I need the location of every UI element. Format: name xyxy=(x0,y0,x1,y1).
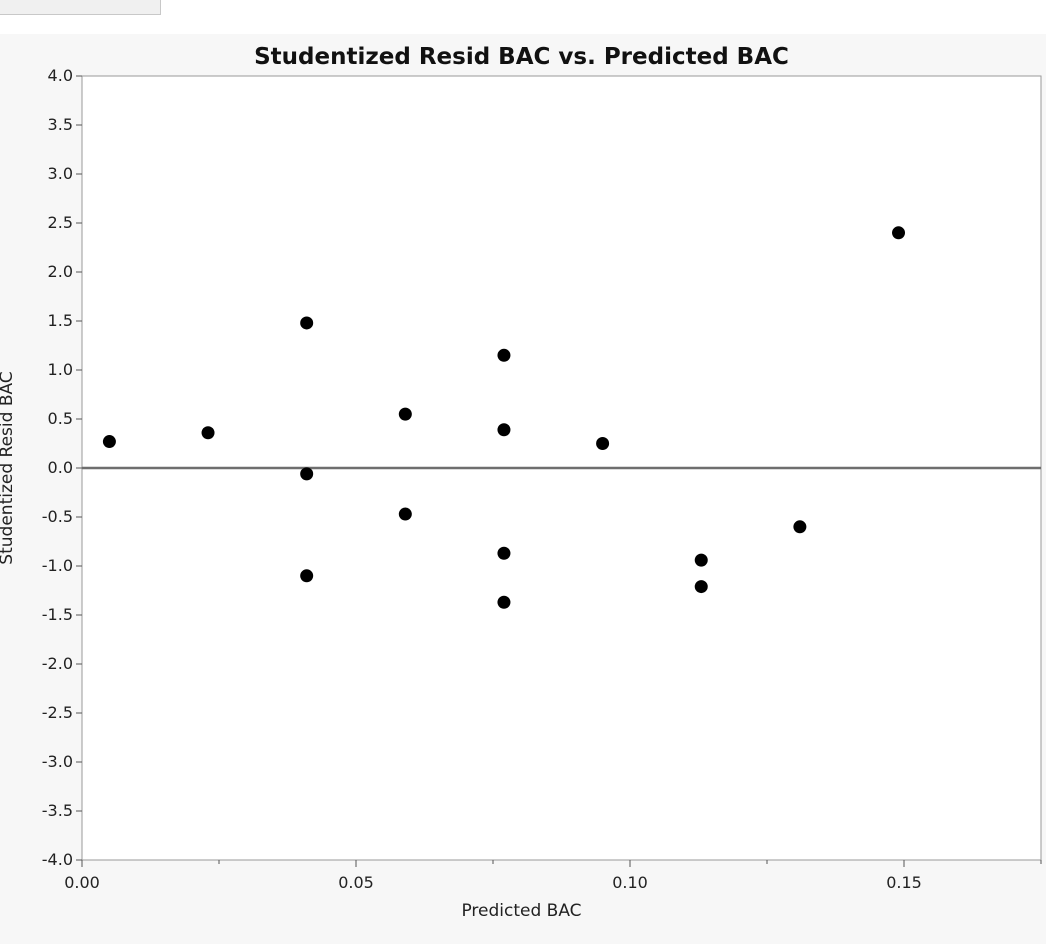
data-point xyxy=(694,580,708,594)
x-tick-label: 0.10 xyxy=(612,873,648,892)
data-point xyxy=(892,226,906,240)
y-tick-label: -2.0 xyxy=(42,654,73,673)
y-tick-label: -1.5 xyxy=(42,605,73,624)
y-tick-label: 2.5 xyxy=(48,213,73,232)
x-axis-title: Predicted BAC xyxy=(461,901,581,921)
plot-area xyxy=(81,75,1042,861)
y-tick-label: 1.5 xyxy=(48,311,73,330)
data-point xyxy=(201,426,215,440)
data-point xyxy=(497,546,511,560)
chart-panel: Studentized Resid BAC vs. Predicted BAC … xyxy=(0,34,1046,944)
chart-title: Studentized Resid BAC vs. Predicted BAC xyxy=(254,44,789,70)
x-axis: 0.00 0.05 0.10 0.15 xyxy=(64,860,1042,892)
data-points xyxy=(102,226,906,609)
y-tick-label: -3.0 xyxy=(42,752,73,771)
data-point xyxy=(102,435,116,449)
y-axis: 4.0 3.5 3.0 2.5 2.0 1.5 1.0 0.5 0.0 -0.5 -1.0 -1.5 -… xyxy=(42,66,82,869)
y-tick-label: 1.0 xyxy=(48,360,73,379)
y-tick-label: 0.0 xyxy=(48,458,73,477)
data-point xyxy=(300,316,314,330)
data-point xyxy=(300,467,314,481)
data-point xyxy=(497,595,511,609)
window-tab-strip xyxy=(0,0,161,15)
y-axis-title: Studentized Resid BAC xyxy=(0,371,17,564)
data-point xyxy=(694,553,708,567)
data-point xyxy=(596,437,610,450)
data-point xyxy=(497,423,511,437)
y-tick-label: -3.5 xyxy=(42,801,73,820)
y-tick-label: 4.0 xyxy=(48,66,73,85)
data-point xyxy=(398,407,412,421)
x-tick-label: 0.15 xyxy=(886,873,922,892)
data-point xyxy=(793,520,807,534)
y-tick-label: -0.5 xyxy=(42,507,73,526)
y-tick-label: 3.0 xyxy=(48,164,73,183)
data-point xyxy=(497,348,511,362)
y-tick-label: -2.5 xyxy=(42,703,73,722)
x-tick-label: 0.00 xyxy=(64,873,100,892)
data-point xyxy=(300,569,314,583)
y-tick-label: 2.0 xyxy=(48,262,73,281)
x-tick-label: 0.05 xyxy=(338,873,374,892)
scatter-plot: Studentized Resid BAC vs. Predicted BAC … xyxy=(0,44,1042,921)
data-point xyxy=(398,507,412,521)
y-tick-label: -1.0 xyxy=(42,556,73,575)
y-tick-label: -4.0 xyxy=(42,850,73,869)
y-tick-label: 3.5 xyxy=(48,115,73,134)
y-tick-label: 0.5 xyxy=(48,409,73,428)
